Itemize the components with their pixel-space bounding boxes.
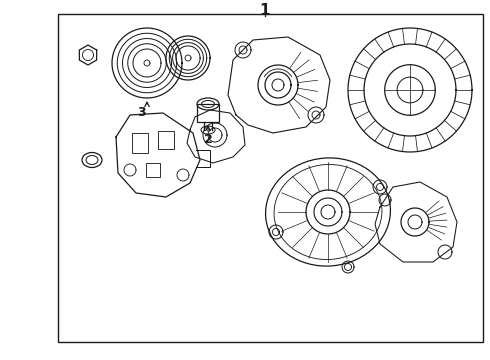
Bar xyxy=(132,133,148,153)
Bar xyxy=(58,14,483,342)
Bar xyxy=(197,104,219,122)
Bar xyxy=(158,131,174,149)
Text: 2: 2 xyxy=(204,132,212,145)
Text: 3: 3 xyxy=(137,105,146,118)
Text: 1: 1 xyxy=(260,3,270,18)
Bar xyxy=(146,163,160,177)
